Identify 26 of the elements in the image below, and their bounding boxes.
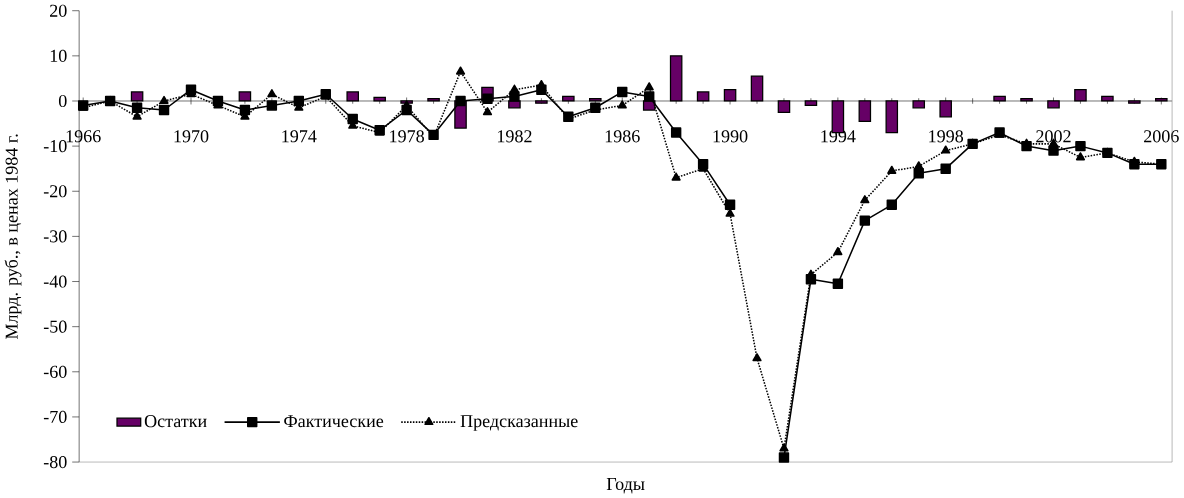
x-tick-label: 1966 — [66, 130, 101, 143]
y-tick-label: 0 — [58, 94, 67, 108]
y-tick-label: 10 — [50, 49, 67, 62]
legend-label: Предсказанные — [460, 415, 578, 431]
x-tick-label: 2002 — [1036, 130, 1071, 143]
y-tick-label: -20 — [43, 185, 67, 198]
y-tick-label: -30 — [43, 230, 67, 243]
y-axis-title: Млрд. руб., в ценах 1984 г. — [4, 134, 22, 340]
x-axis-title: Годы — [606, 478, 645, 494]
y-tick-label: -80 — [43, 455, 67, 469]
y-tick-label: -40 — [43, 275, 67, 288]
y-tick-label: -10 — [43, 140, 67, 153]
y-tick-label: -70 — [43, 410, 67, 424]
x-tick-label: 1978 — [390, 130, 424, 143]
x-tick-label: 1990 — [713, 130, 748, 143]
x-tick-label: 1970 — [174, 130, 209, 143]
legend-label: Остатки — [144, 415, 207, 428]
x-tick-label: 2006 — [1144, 130, 1179, 143]
y-tick-label: -50 — [43, 320, 67, 333]
x-tick-label: 1974 — [282, 130, 317, 143]
y-tick-label: -60 — [43, 365, 67, 378]
x-tick-label: 1986 — [605, 130, 640, 143]
x-tick-label: 1982 — [497, 130, 532, 143]
legend-label: Фактические — [284, 415, 384, 428]
x-tick-label: 1998 — [929, 130, 964, 143]
y-tick-label: 20 — [50, 4, 67, 17]
